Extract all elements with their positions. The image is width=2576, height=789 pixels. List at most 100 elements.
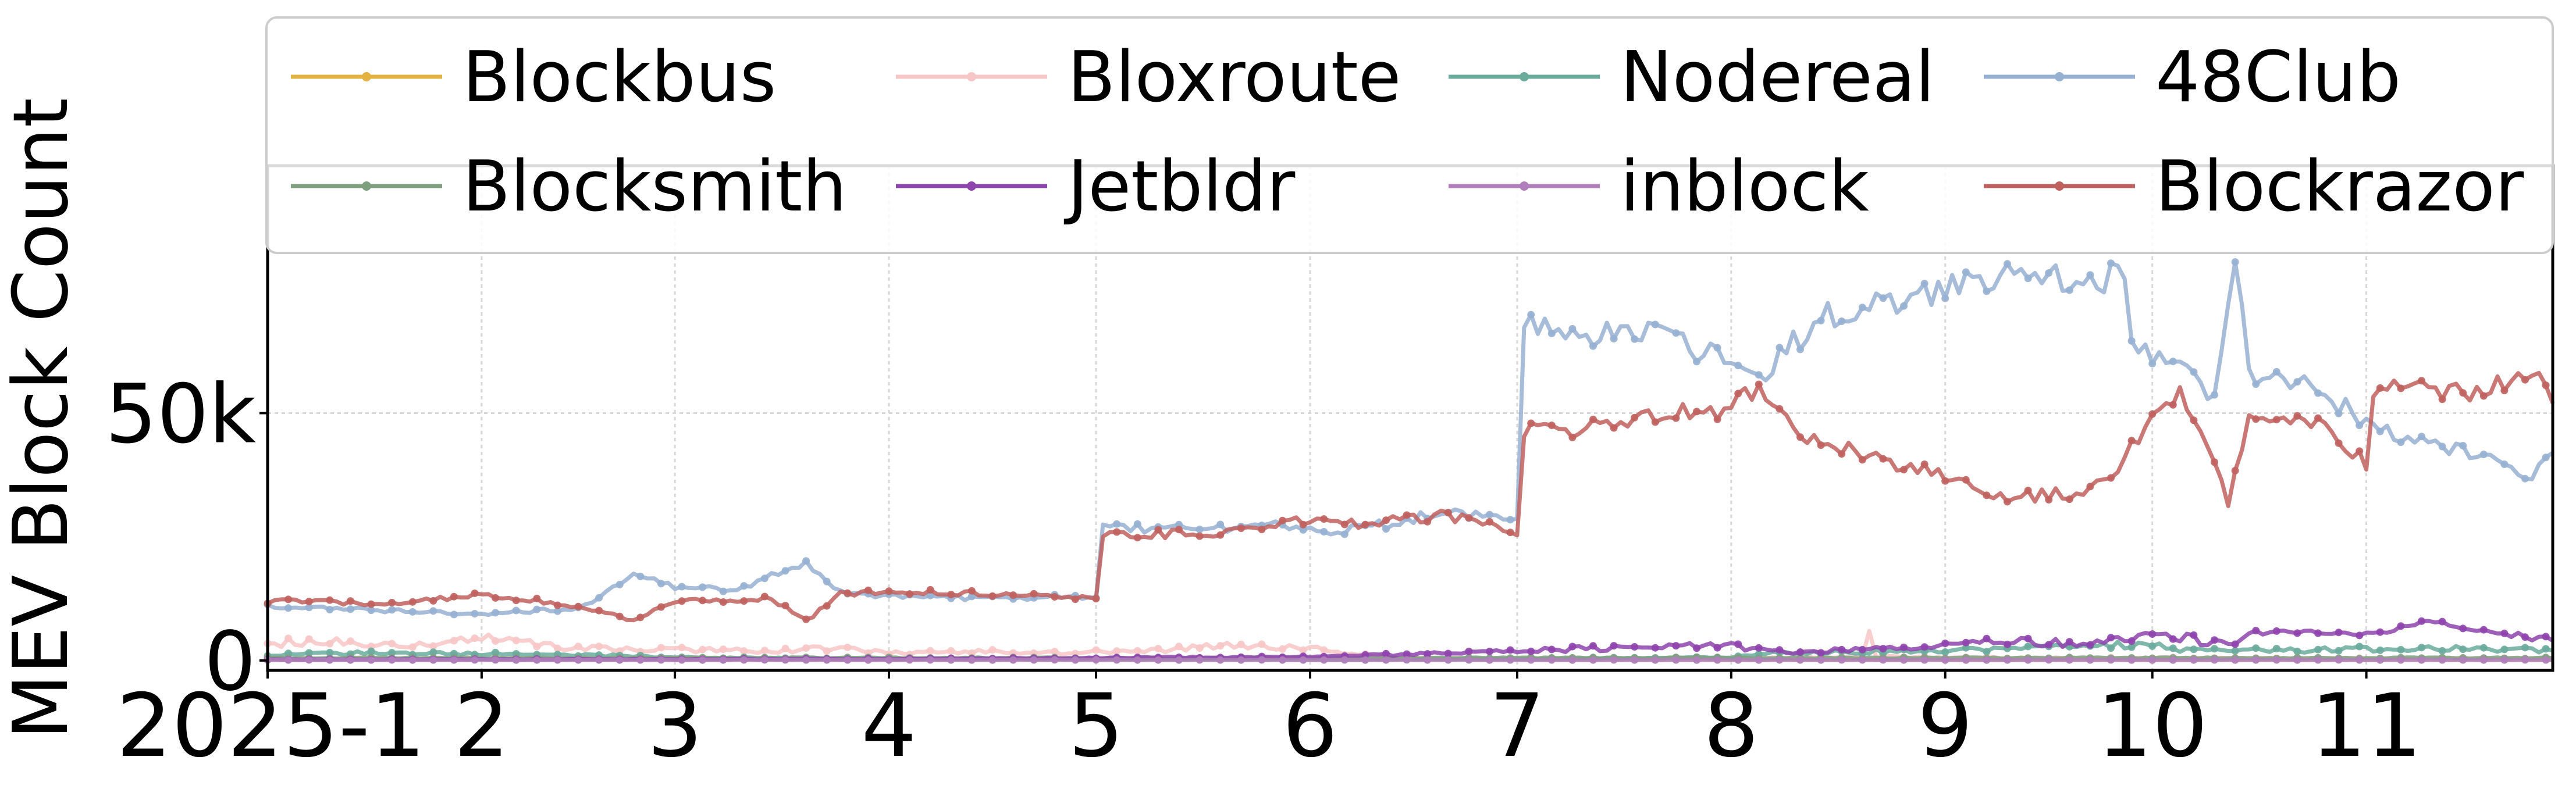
data-point [408,598,417,606]
y-tick-label: 50k [105,367,256,462]
data-point [2231,647,2239,655]
data-point [2293,378,2301,386]
x-tick-label: 4 [861,676,916,777]
data-point [1486,517,1493,526]
data-point [2272,627,2280,635]
data-point [2335,629,2343,637]
data-point [1299,656,1307,664]
data-point [1299,646,1307,654]
data-point [1237,640,1245,648]
legend-item-nodereal: Nodereal [1449,37,1935,118]
series-48club [264,258,2554,619]
data-point [1920,656,1929,664]
data-point [1879,656,1887,664]
data-point [1444,649,1452,658]
data-point [678,656,686,664]
data-point [615,580,624,588]
data-point [574,602,582,611]
data-point [2004,656,2011,664]
data-point [2418,377,2425,385]
data-point [802,656,810,664]
data-point [2314,414,2322,422]
data-point [1651,320,1659,329]
data-point [926,656,934,664]
data-point [1920,280,1929,288]
data-point [2272,656,2280,664]
data-point [1568,642,1577,651]
data-point [1279,656,1286,664]
data-point [1196,644,1204,652]
data-point [1858,656,1866,664]
data-point [947,647,955,655]
data-point [2024,656,2032,664]
legend-label: Nodereal [1620,37,1935,118]
data-point [1030,590,1038,598]
data-point [1527,419,1535,427]
data-point [2459,442,2467,449]
data-point [1900,302,1908,310]
data-point [2459,656,2467,664]
legend-marker [967,72,976,81]
data-point [429,597,437,605]
data-point [1237,656,1245,664]
data-point [326,606,334,613]
data-point [1382,525,1390,533]
data-point [1320,528,1328,535]
data-point [926,591,934,599]
data-point [471,589,479,597]
legend-marker [967,181,976,191]
data-point [1175,656,1183,664]
data-point [719,656,727,664]
data-point [719,598,727,606]
data-point [1361,520,1369,529]
data-point [2500,645,2509,654]
data-point [2272,416,2280,424]
data-point [2004,498,2011,506]
data-point [1817,649,1825,657]
data-point [1920,643,1929,651]
data-point [885,656,893,664]
legend-marker [362,181,371,191]
data-point [1092,595,1100,603]
x-tick-label: 3 [647,676,702,777]
y-tick-label: 0 [204,615,256,709]
data-point [1258,640,1266,648]
data-point [1838,645,1846,654]
x-tick-label: 8 [1703,676,1759,777]
data-point [1154,645,1162,652]
data-point [615,612,624,620]
data-point [2252,627,2260,634]
data-point [864,586,872,594]
data-point [1776,656,1784,664]
data-point [2376,656,2384,664]
data-point [388,598,396,606]
data-point [1776,405,1784,413]
data-point [553,607,561,615]
data-point [346,656,354,664]
legend-item-bloxroute: Bloxroute [896,37,1401,118]
data-point [2521,656,2529,664]
data-point [2542,454,2550,462]
data-point [1258,526,1266,534]
data-point [492,594,500,602]
data-point [429,648,437,656]
data-point [1796,345,1804,354]
data-point [1361,651,1369,659]
data-point [823,647,831,655]
legend-item-blockbus: Blockbus [291,37,776,118]
data-point [1734,640,1742,648]
data-point [1506,529,1514,537]
data-point [844,656,852,664]
data-point [2293,412,2301,420]
data-point [781,602,789,609]
data-point [1734,362,1742,370]
data-point [2169,644,2177,652]
data-point [1962,656,1970,664]
legend-box [265,16,2554,254]
data-point [2252,415,2260,423]
data-point [1382,516,1390,524]
data-point [678,597,686,605]
data-point [512,656,520,664]
data-point [2024,634,2032,642]
data-point [2418,617,2425,625]
